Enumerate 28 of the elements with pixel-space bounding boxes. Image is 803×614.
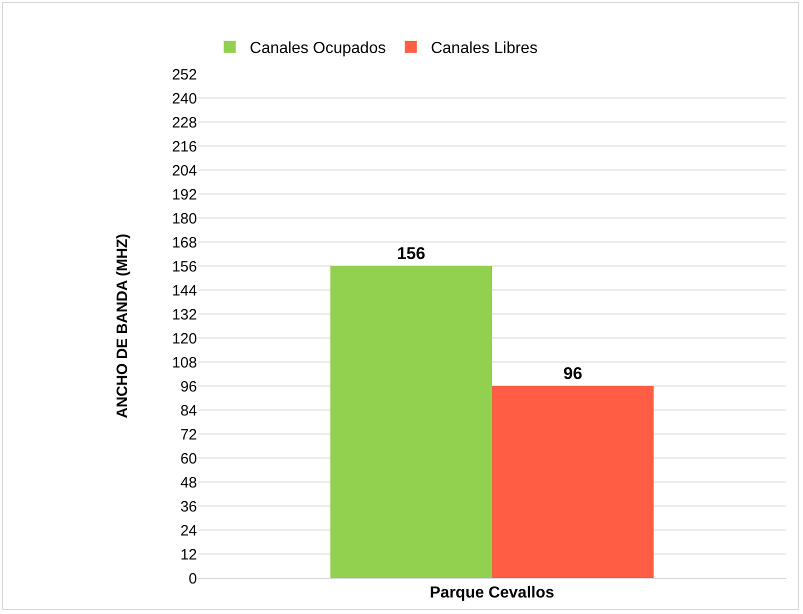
y-tick-label: 252 (172, 66, 197, 84)
y-tick-label: 240 (172, 90, 197, 108)
y-tick-label: 84 (180, 402, 197, 420)
y-tick-label: 72 (180, 426, 197, 444)
y-tick-label: 48 (180, 474, 197, 492)
legend-label: Canales Libres (430, 40, 538, 58)
y-tick-label: 36 (180, 498, 197, 516)
y-tick-label: 204 (172, 162, 197, 180)
y-tick-label: 168 (172, 234, 197, 252)
y-tick-label: 180 (172, 210, 197, 228)
y-tick-label: 96 (180, 378, 197, 396)
y-tick-label: 228 (172, 114, 197, 132)
y-tick-label: 156 (172, 258, 197, 276)
y-tick-label: 216 (172, 138, 197, 156)
y-tick-label: 144 (172, 282, 197, 300)
x-axis-title: Parque Cevallos (430, 584, 554, 602)
legend-label: Canales Ocupados (250, 40, 386, 58)
y-tick-label: 24 (180, 522, 197, 540)
y-tick-label: 60 (180, 450, 197, 468)
data-label: 156 (396, 244, 426, 263)
y-tick-label: 192 (172, 186, 197, 204)
y-tick-label: 0 (188, 570, 197, 588)
y-axis-title: ANCHO DE BANDA (MHZ) (114, 234, 132, 418)
y-tick-label: 132 (172, 306, 197, 324)
data-label: 96 (563, 364, 582, 383)
y-tick-label: 120 (172, 330, 197, 348)
y-tick-label: 108 (172, 354, 197, 372)
y-tick-label: 12 (180, 546, 197, 564)
